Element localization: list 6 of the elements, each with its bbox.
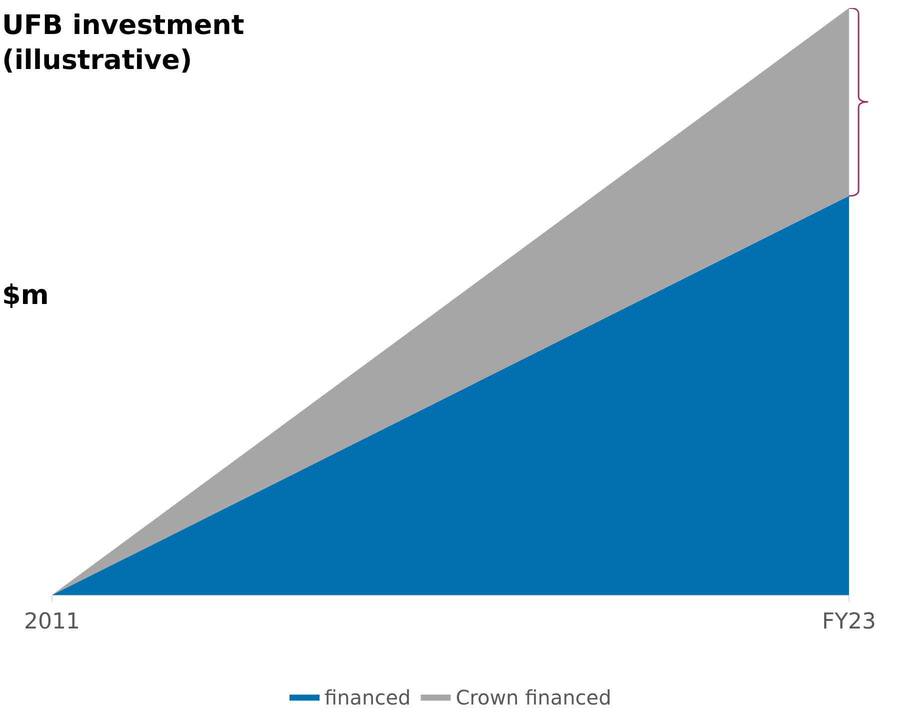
- x-tick-label: 2011: [24, 609, 80, 634]
- legend-label: Crown financed: [456, 685, 612, 710]
- text: UFB investment (illustrative): [2, 10, 244, 76]
- legend-label: financed: [324, 685, 411, 710]
- y-axis-title: $m: [2, 280, 49, 311]
- x-tick-label: FY23: [822, 609, 876, 634]
